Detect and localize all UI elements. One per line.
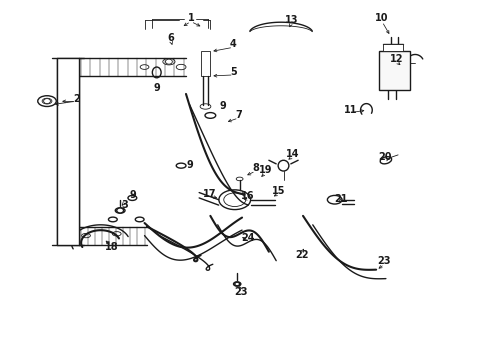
Text: 3: 3: [122, 200, 128, 210]
Text: 23: 23: [234, 287, 247, 297]
Text: 13: 13: [284, 15, 298, 26]
Text: 15: 15: [271, 186, 285, 196]
Text: 6: 6: [167, 33, 174, 43]
Text: 1: 1: [187, 13, 194, 23]
Text: 18: 18: [104, 242, 118, 252]
Circle shape: [234, 282, 239, 286]
Text: 10: 10: [374, 13, 388, 23]
Text: 20: 20: [377, 152, 391, 162]
Bar: [383, 44, 402, 51]
Text: 2: 2: [73, 94, 80, 104]
Text: 9: 9: [153, 83, 160, 93]
Text: 23: 23: [377, 256, 390, 266]
Bar: [200, 51, 210, 76]
Text: 21: 21: [334, 194, 347, 204]
Text: 7: 7: [235, 111, 242, 121]
Text: 17: 17: [202, 189, 216, 199]
Text: 22: 22: [295, 249, 308, 260]
Circle shape: [117, 208, 123, 213]
Circle shape: [43, 99, 50, 104]
Text: 9: 9: [186, 159, 193, 170]
Text: 24: 24: [241, 233, 255, 243]
Text: 9: 9: [130, 190, 137, 200]
Text: 19: 19: [258, 165, 272, 175]
Text: 12: 12: [389, 54, 403, 64]
Bar: [57, 58, 79, 244]
Text: 11: 11: [344, 105, 357, 115]
Text: 8: 8: [252, 163, 259, 173]
Text: 4: 4: [229, 40, 236, 49]
Text: 16: 16: [241, 191, 254, 201]
Text: 14: 14: [285, 149, 299, 159]
Bar: [378, 51, 409, 90]
Text: 5: 5: [230, 67, 237, 77]
Circle shape: [165, 59, 172, 64]
Text: 9: 9: [219, 102, 225, 112]
